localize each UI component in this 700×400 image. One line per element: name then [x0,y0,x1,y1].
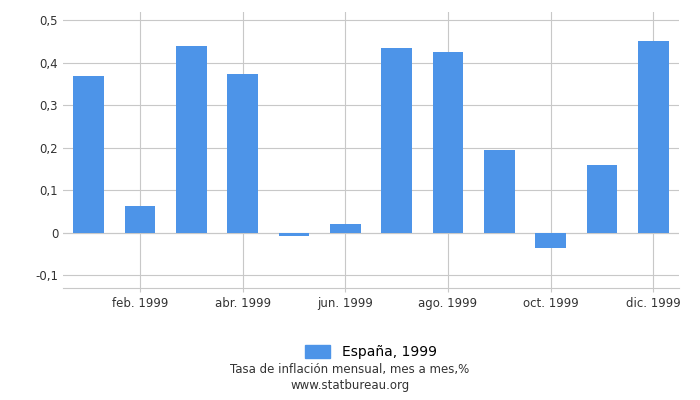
Bar [279,233,309,236]
Bar [484,150,514,233]
Bar [382,48,412,233]
Text: www.statbureau.org: www.statbureau.org [290,380,410,392]
Bar [74,76,104,233]
Bar [330,224,360,233]
Bar [587,165,617,233]
Text: Tasa de inflación mensual, mes a mes,%: Tasa de inflación mensual, mes a mes,% [230,364,470,376]
Bar [125,206,155,233]
Bar [228,74,258,233]
Bar [638,41,668,233]
Bar [536,233,566,248]
Bar [433,52,463,233]
Legend: España, 1999: España, 1999 [305,345,437,359]
Bar [176,46,206,233]
